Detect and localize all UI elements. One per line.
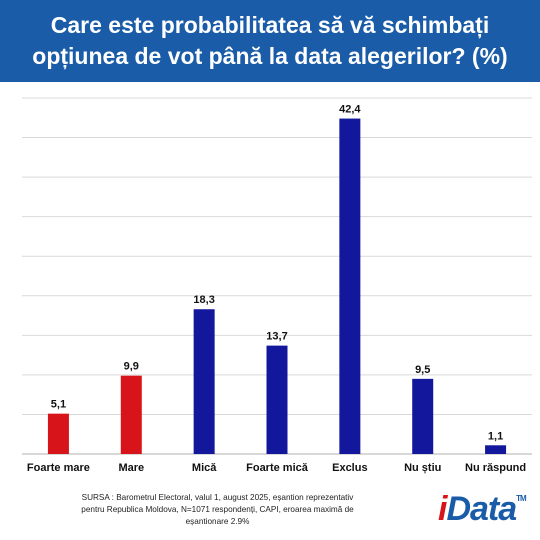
value-label: 1,1 [488, 430, 503, 442]
chart-title: Care este probabilitatea să vă schimbați… [0, 0, 540, 82]
category-label: Nu răspund [465, 462, 526, 474]
bar-chart: 5,1 9,9 18,3 13,7 42,4 9,5 1,1 Foarte mare Mare… [22, 97, 532, 474]
bar [120, 375, 142, 454]
grid-lines [22, 97, 532, 455]
value-label: 9,9 [124, 361, 139, 373]
category-label: Mare [118, 462, 144, 474]
value-label: 18,3 [193, 294, 214, 306]
source-note: SURSA : Barometrul Electoral, valul 1, a… [81, 493, 354, 526]
bar [266, 345, 288, 454]
category-label: Foarte mare [27, 462, 90, 474]
bar [47, 413, 69, 454]
bar [485, 445, 507, 454]
value-label: 42,4 [339, 104, 361, 116]
bar [412, 378, 434, 454]
category-label: Mică [192, 462, 217, 474]
idata-logo: iDataTM [438, 490, 527, 529]
category-labels: Foarte mare Mare Mică Foarte mică Exclus Nu ș… [27, 462, 526, 474]
value-labels: 5,1 9,9 18,3 13,7 42,4 9,5 1,1 [51, 104, 503, 443]
logo-text: Data [446, 490, 517, 528]
bar [193, 309, 215, 454]
logo-i: i [438, 490, 448, 528]
category-label: Nu știu [404, 462, 441, 474]
bars [47, 118, 507, 454]
value-label: 13,7 [266, 331, 287, 343]
bar [339, 118, 361, 454]
category-label: Foarte mică [246, 462, 309, 474]
category-label: Exclus [332, 462, 367, 474]
value-label: 9,5 [415, 364, 430, 376]
logo-tm: TM [516, 494, 527, 503]
value-label: 5,1 [51, 399, 66, 411]
